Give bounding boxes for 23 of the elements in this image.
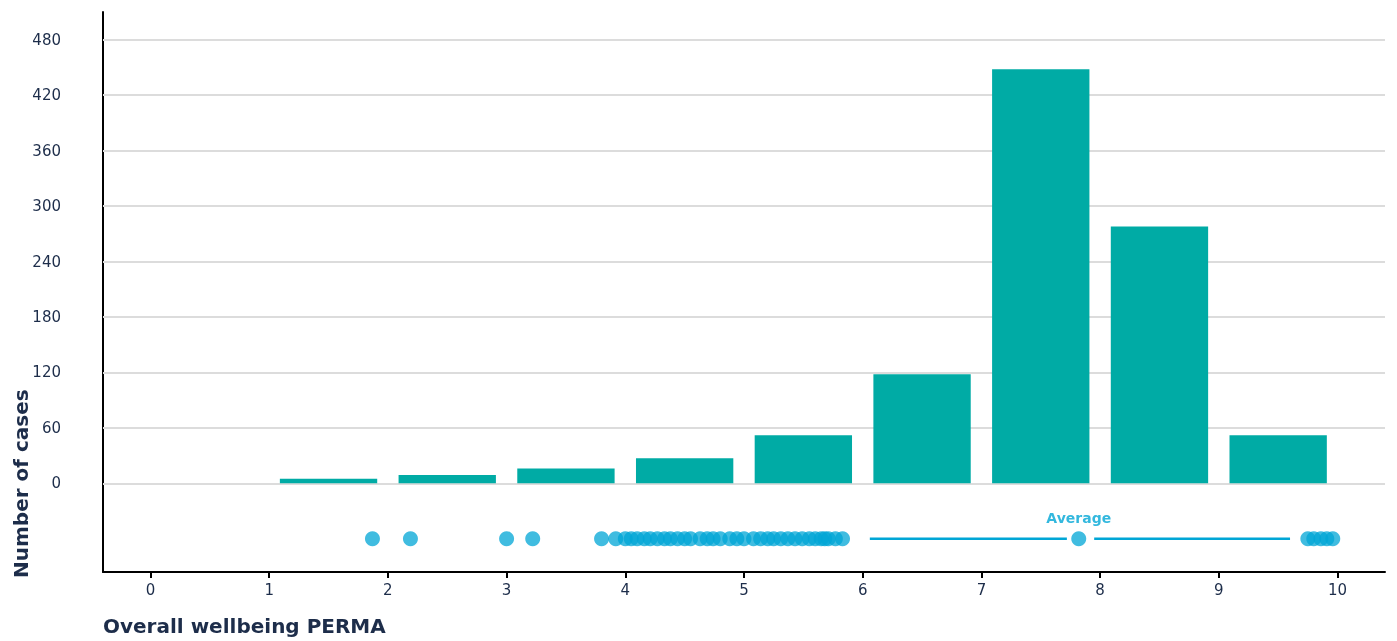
x-tick-label: 3 xyxy=(501,580,512,599)
x-tick-label: 4 xyxy=(620,580,631,599)
y-tick-label: 420 xyxy=(32,86,61,105)
y-tick-label: 120 xyxy=(32,363,61,382)
y-axis-title: Number of cases xyxy=(9,389,33,578)
x-axis-title: Overall wellbeing PERMA xyxy=(103,614,387,638)
y-tick-label: 360 xyxy=(32,141,61,160)
x-tick-label: 10 xyxy=(1327,580,1348,599)
x-tick-label: 0 xyxy=(145,580,156,599)
x-tick-label: 9 xyxy=(1214,580,1224,599)
y-tick-label: 180 xyxy=(32,307,61,326)
y-tick-label: 480 xyxy=(32,30,61,49)
x-tick-label: 2 xyxy=(383,580,393,599)
y-tick-label: 300 xyxy=(32,197,61,216)
y-tick-label: 240 xyxy=(32,252,61,271)
y-tick-label: 0 xyxy=(51,474,61,493)
x-tick-label: 1 xyxy=(264,580,274,599)
x-tick-label: 8 xyxy=(1095,580,1105,599)
x-tick-label: 7 xyxy=(976,580,987,599)
x-tick-label: 6 xyxy=(857,580,868,599)
y-tick-label: 60 xyxy=(41,418,61,437)
annotation: Average xyxy=(1046,509,1112,526)
x-tick-label: 5 xyxy=(739,580,749,599)
